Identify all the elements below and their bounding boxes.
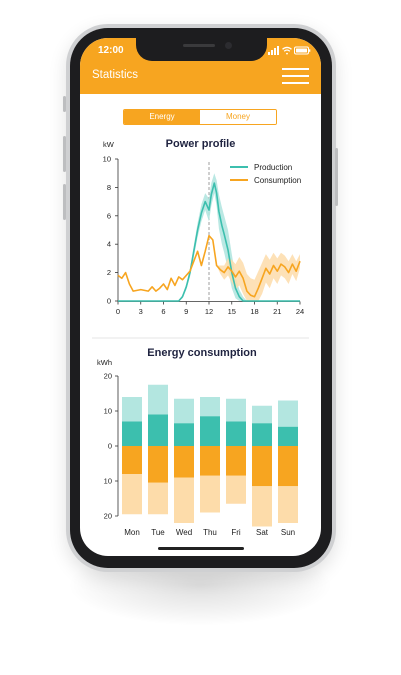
bar-chart-y-tick-label: 20	[104, 512, 112, 521]
bar-segment-production	[122, 421, 142, 446]
battery-icon	[294, 46, 311, 55]
line-chart-x-tick-label: 18	[250, 307, 258, 316]
bar-segment-production-light	[200, 397, 220, 417]
bar-segment-consumption-light	[122, 474, 142, 515]
phone-notch	[136, 38, 267, 61]
tab-money[interactable]: Money	[200, 110, 276, 124]
production-legend-label: Production	[254, 163, 292, 172]
bar-segment-consumption-light	[148, 482, 168, 515]
bar-segment-production-light	[174, 398, 194, 424]
bar-chart-y-tick-label: 10	[104, 407, 112, 416]
volume-down-button	[63, 184, 66, 220]
app-screen: 12:00 Statistics	[80, 38, 321, 556]
home-indicator	[158, 547, 244, 550]
bar-segment-production-light	[226, 398, 246, 422]
bar-segment-production-light	[122, 397, 142, 422]
tab-energy[interactable]: Energy	[124, 110, 200, 124]
bar-chart-category-label: Thu	[203, 528, 217, 537]
bar-segment-consumption-light	[278, 486, 298, 523]
wifi-icon	[282, 46, 292, 55]
hamburger-menu-icon[interactable]	[280, 66, 310, 86]
bar-segment-production	[252, 423, 272, 446]
power-button	[335, 148, 338, 206]
bar-segment-production	[148, 414, 168, 446]
bar-segment-consumption	[226, 446, 246, 476]
energy-money-toggle: Energy Money	[123, 109, 277, 125]
bar-segment-consumption	[278, 446, 298, 487]
bar-chart-category-label: Fri	[231, 528, 241, 537]
line-chart-x-tick-label: 0	[116, 307, 120, 316]
energy-consumption-y-unit: kWh	[97, 358, 112, 367]
line-chart-y-tick-label: 10	[103, 155, 111, 164]
bar-segment-production	[226, 421, 246, 446]
bar-segment-production-light	[148, 384, 168, 415]
line-chart-x-tick-label: 3	[139, 307, 143, 316]
cellular-signal-icon	[268, 46, 279, 55]
bar-chart-y-tick-label: 10	[104, 477, 112, 486]
bar-segment-consumption-light	[174, 477, 194, 523]
page-title: Statistics	[92, 69, 139, 81]
bar-segment-consumption	[122, 446, 142, 474]
line-chart-y-tick-label: 4	[107, 240, 111, 249]
bar-segment-production	[278, 426, 298, 446]
bar-chart-category-label: Sat	[256, 528, 269, 537]
volume-up-button	[63, 136, 66, 172]
bar-segment-consumption-light	[226, 475, 246, 504]
line-chart-x-tick-label: 15	[228, 307, 236, 316]
bar-segment-consumption	[174, 446, 194, 478]
bar-chart-category-label: Mon	[124, 528, 140, 537]
bar-segment-consumption	[252, 446, 272, 487]
status-time: 12:00	[98, 45, 124, 56]
bar-segment-consumption-light	[200, 475, 220, 513]
status-icons	[268, 46, 311, 55]
bar-segment-production-light	[252, 405, 272, 424]
bar-segment-consumption	[148, 446, 168, 483]
bar-chart-category-label: Sun	[281, 528, 295, 537]
consumption-series-line	[117, 234, 301, 298]
line-chart-x-tick-label: 24	[296, 307, 304, 316]
line-chart-y-tick-label: 0	[107, 297, 111, 306]
line-chart-y-tick-label: 8	[107, 183, 111, 192]
bar-chart-category-label: Tue	[151, 528, 165, 537]
bar-segment-production	[200, 416, 220, 446]
bar-segment-consumption	[200, 446, 220, 476]
bar-segment-consumption-light	[252, 486, 272, 527]
power-profile-title: Power profile	[166, 138, 236, 150]
mute-switch	[63, 96, 66, 112]
bar-chart-category-label: Wed	[176, 528, 192, 537]
front-camera	[225, 42, 232, 49]
consumption-confidence-band	[118, 235, 300, 301]
line-chart-x-tick-label: 21	[273, 307, 281, 316]
line-chart-x-tick-label: 9	[184, 307, 188, 316]
bar-segment-production	[174, 423, 194, 446]
line-chart-x-tick-label: 12	[205, 307, 213, 316]
earpiece-speaker	[183, 44, 215, 47]
consumption-legend-label: Consumption	[254, 176, 301, 185]
line-chart-y-tick-label: 6	[107, 211, 111, 220]
energy-consumption-title: Energy consumption	[147, 347, 257, 359]
line-chart-y-tick-label: 2	[107, 268, 111, 277]
bar-chart-y-tick-label: 0	[108, 442, 112, 451]
bar-chart-y-tick-label: 20	[104, 372, 112, 381]
bar-segment-production-light	[278, 400, 298, 427]
power-profile-y-unit: kW	[103, 140, 115, 149]
line-chart-x-tick-label: 6	[161, 307, 165, 316]
production-series-line	[118, 182, 300, 302]
